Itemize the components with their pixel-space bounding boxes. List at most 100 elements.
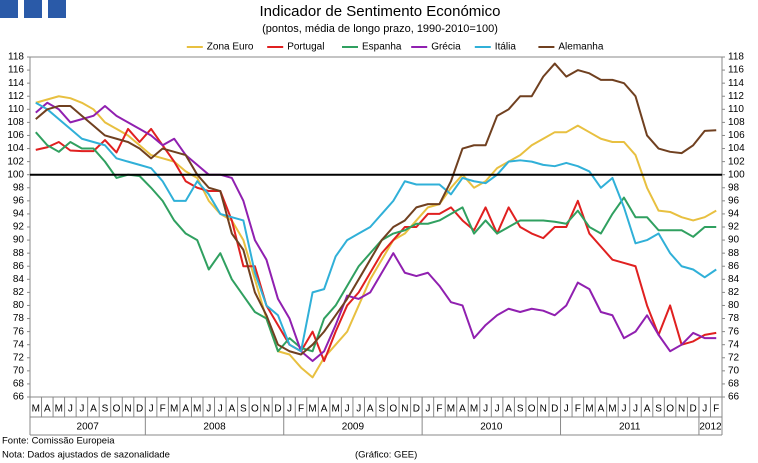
x-tick-label: M [585, 404, 593, 415]
y-tick-label: 72 [13, 352, 25, 363]
x-tick-label: D [274, 404, 281, 415]
logo-square [48, 0, 66, 18]
y2-tick-label: 82 [728, 287, 740, 298]
x-tick-label: N [401, 404, 408, 415]
y-tick-label: 114 [8, 78, 24, 89]
x-tick-label: M [308, 404, 316, 415]
x-tick-label: J [425, 404, 430, 415]
footnote: Nota: Dados ajustados de sazonalidade [2, 450, 170, 461]
x-tick-label: M [447, 404, 455, 415]
x-tick-label: D [413, 404, 420, 415]
x-tick-label: M [55, 404, 63, 415]
y2-tick-label: 88 [728, 248, 740, 259]
y-tick-label: 92 [13, 222, 25, 233]
x-tick-label: S [517, 404, 524, 415]
y2-tick-label: 84 [728, 274, 740, 285]
x-tick-label: J [702, 404, 707, 415]
y-tick-label: 102 [7, 156, 24, 167]
year-label: 2007 [77, 422, 100, 433]
legend-label: Itália [495, 42, 517, 53]
series-line [35, 131, 717, 353]
year-label: 2012 [699, 422, 722, 433]
plot-frame [29, 56, 723, 398]
y-tick-label: 96 [13, 195, 25, 206]
y-tick-label: 84 [13, 274, 25, 285]
y-tick-label: 66 [13, 392, 25, 403]
y-tick-label: 106 [7, 130, 24, 141]
y-tick-label: 100 [7, 169, 24, 180]
y-tick-label: 116 [8, 65, 24, 76]
y-tick-label: 68 [13, 379, 25, 390]
x-tick-label: D [551, 404, 558, 415]
y-tick-label: 88 [13, 248, 25, 259]
chart-subtitle: (pontos, média de longo prazo, 1990-2010… [262, 23, 498, 35]
y2-tick-label: 108 [728, 117, 745, 128]
x-tick-label: A [598, 404, 605, 415]
legend-label: Portugal [287, 42, 324, 53]
x-tick-label: M [608, 404, 616, 415]
x-tick-label: J [483, 404, 488, 415]
y-tick-label: 94 [13, 209, 25, 220]
y2-tick-label: 72 [728, 352, 740, 363]
y2-tick-label: 110 [728, 104, 744, 115]
x-tick-label: A [90, 404, 97, 415]
x-tick-label: J [345, 404, 350, 415]
x-tick-label: S [655, 404, 662, 415]
x-tick-label: O [528, 404, 536, 415]
y2-tick-label: 94 [728, 209, 740, 220]
logo-square [24, 0, 42, 18]
y2-tick-label: 78 [728, 313, 740, 324]
x-tick-label: S [378, 404, 385, 415]
y2-tick-label: 96 [728, 195, 740, 206]
y-tick-label: 90 [13, 235, 25, 246]
year-label: 2009 [342, 422, 365, 433]
x-tick-label: M [331, 404, 339, 415]
y2-tick-label: 68 [728, 379, 740, 390]
series-line [35, 101, 717, 363]
y-tick-label: 78 [13, 313, 25, 324]
x-tick-label: D [136, 404, 143, 415]
x-tick-label: S [240, 404, 247, 415]
y-tick-label: 118 [8, 52, 24, 63]
year-label: 2011 [619, 422, 641, 433]
x-tick-label: O [113, 404, 121, 415]
chart-title: Indicador de Sentimento Económico [260, 3, 501, 20]
x-tick-label: N [678, 404, 685, 415]
y-tick-label: 104 [7, 143, 24, 154]
x-tick-label: O [666, 404, 674, 415]
y-tick-label: 112 [8, 91, 24, 102]
series-line [35, 62, 717, 356]
x-tick-label: J [79, 404, 84, 415]
x-tick-label: A [228, 404, 235, 415]
x-tick-label: M [470, 404, 478, 415]
y2-tick-label: 80 [728, 300, 740, 311]
y2-tick-label: 118 [728, 52, 744, 63]
x-tick-label: D [690, 404, 697, 415]
y-tick-label: 76 [13, 326, 25, 337]
x-tick-label: J [149, 404, 154, 415]
x-tick-label: A [459, 404, 466, 415]
x-tick-label: F [575, 404, 581, 415]
year-label: 2010 [480, 422, 503, 433]
x-tick-label: A [44, 404, 51, 415]
x-tick-label: S [102, 404, 109, 415]
y2-tick-label: 70 [728, 365, 740, 376]
x-tick-label: J [287, 404, 292, 415]
logo-square [0, 0, 18, 18]
series-line [35, 101, 717, 353]
y-tick-label: 74 [13, 339, 25, 350]
legend-label: Grécia [431, 42, 461, 53]
x-tick-label: J [633, 404, 638, 415]
y-tick-label: 80 [13, 300, 25, 311]
y2-tick-label: 116 [728, 65, 744, 76]
x-tick-label: M [170, 404, 178, 415]
x-tick-label: F [298, 404, 304, 415]
x-tick-label: J [68, 404, 73, 415]
y-tick-label: 70 [13, 365, 25, 376]
y-tick-label: 86 [13, 261, 25, 272]
year-label: 2008 [203, 422, 226, 433]
y2-tick-label: 112 [728, 91, 744, 102]
legend-label: Zona Euro [207, 42, 254, 53]
x-tick-label: N [124, 404, 131, 415]
